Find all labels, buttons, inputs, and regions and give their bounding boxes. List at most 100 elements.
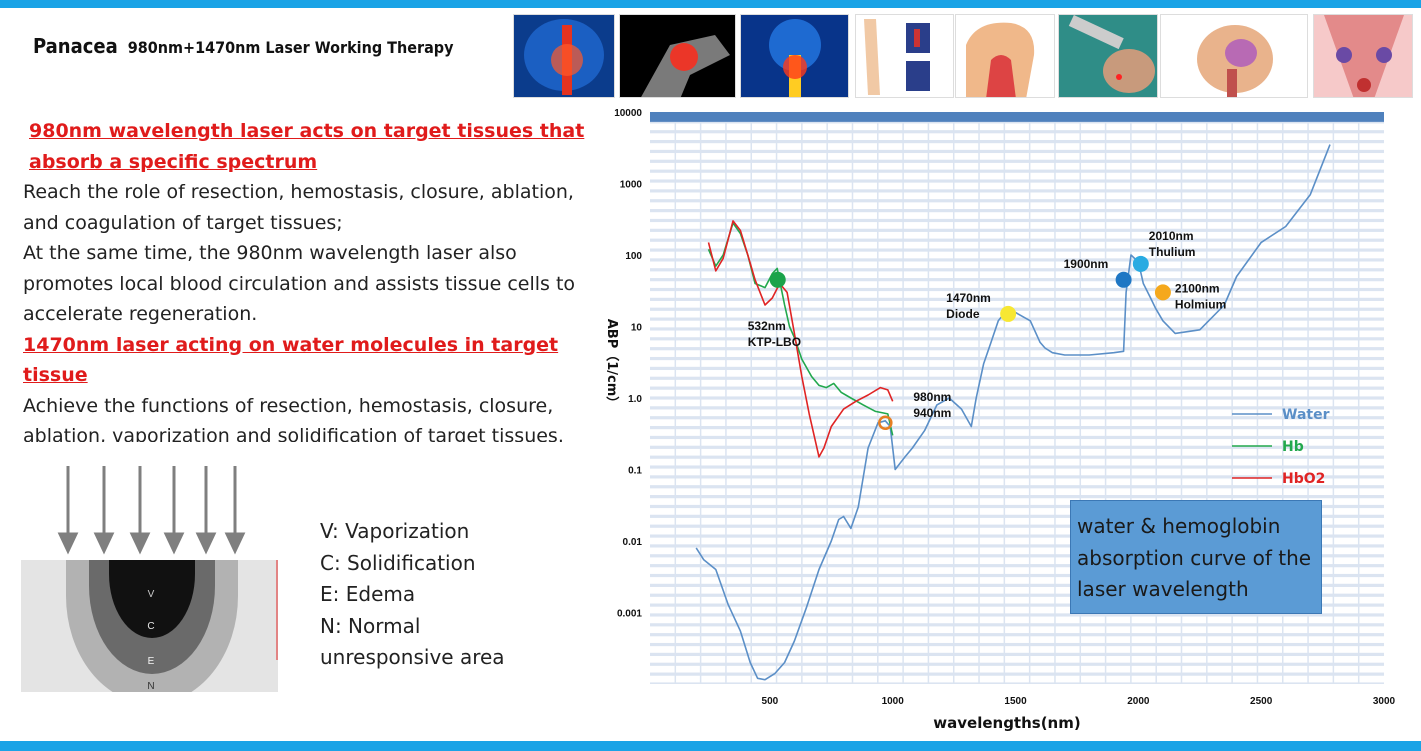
grid-band: [650, 626, 1384, 634]
grid-band: [650, 281, 1384, 288]
grid-band: [650, 153, 1384, 160]
annotation-label: 2010nm: [1149, 229, 1194, 243]
hemorrhoid-diagram-image: [1313, 14, 1413, 98]
y-tick-label: 100: [625, 251, 642, 262]
grid-band: [650, 389, 1384, 397]
grid-band: [650, 360, 1384, 367]
annotation-marker: [1132, 255, 1149, 272]
y-tick-label: 0.1: [628, 466, 642, 477]
top-accent-bar: [0, 0, 1421, 8]
paragraph-980nm-circulation: At the same time, the 980nm wavelength l…: [23, 242, 576, 325]
grid-band: [650, 202, 1384, 210]
grid-band: [650, 567, 1384, 574]
series-line-water: [695, 144, 1331, 681]
grid-band: [650, 517, 1384, 525]
brand-name: Panacea: [33, 34, 118, 58]
grid-band: [650, 350, 1384, 357]
head-anatomy-image: [955, 14, 1055, 98]
grid-band: [650, 241, 1384, 249]
x-tick-label: 2500: [1250, 696, 1273, 707]
page-title: Panacea 980nm+1470nm Laser Working Therap…: [33, 34, 453, 58]
annotation-marker: [769, 271, 786, 288]
spine-pain-image: [513, 14, 615, 98]
grid-band: [650, 665, 1384, 673]
x-tick-label: 1000: [882, 696, 905, 707]
legend-label-hbo2: HbO2: [1282, 471, 1325, 487]
series-line-hbo2: [707, 220, 894, 458]
absorption-chart: 10000 1000 100 10 1.0 0.1 0.01 0.001 500 1000 1500…: [604, 108, 1396, 732]
top-band: [650, 112, 1384, 122]
page-subtitle: 980nm+1470nm Laser Working Therapy: [127, 38, 454, 57]
facial-treatment-image: [1058, 14, 1158, 98]
grid-band: [650, 557, 1384, 565]
series-line-hb: [707, 222, 894, 436]
grid-band: [650, 537, 1384, 545]
zone-label-n: N: [147, 681, 154, 692]
zone-legend-e: E: Edema: [320, 582, 416, 606]
heading-980nm: 980nm wavelength laser acts on target ti…: [29, 120, 585, 173]
grid-band: [650, 409, 1384, 417]
zone-legend-c: C: Solidification: [320, 550, 476, 575]
zone-label-e: E: [148, 656, 155, 667]
annotation-label: 940nm: [913, 406, 951, 420]
grid-band: [650, 656, 1384, 663]
chart-callout-box: water & hemoglobin absorption curve of t…: [1070, 500, 1322, 614]
annotation-label: Holmium: [1175, 297, 1226, 311]
grid-band: [650, 123, 1384, 131]
y-tick-label: 10: [631, 323, 643, 334]
annotation-label: 2100nm: [1175, 281, 1220, 295]
grid-band: [650, 370, 1384, 377]
annotation-label: KTP-LBO: [748, 335, 801, 349]
grid-band: [650, 606, 1384, 614]
grid-band: [650, 399, 1384, 407]
description-text: 980nm wavelength laser acts on target ti…: [23, 116, 603, 442]
grid-band: [650, 271, 1384, 279]
x-tick-label: 2000: [1127, 696, 1150, 707]
annotation-label: Diode: [946, 307, 980, 321]
x-tick-label: 3000: [1373, 696, 1396, 707]
vaporization-zone: [109, 560, 195, 638]
grid-band: [650, 330, 1384, 338]
grid-band: [650, 192, 1384, 200]
legend-label-water: Water: [1282, 407, 1330, 423]
grid-band: [650, 162, 1384, 170]
grid-band: [650, 143, 1384, 150]
grid-band: [650, 231, 1384, 239]
grid-band: [650, 340, 1384, 348]
grid-band: [650, 419, 1384, 426]
x-axis-label: wavelengths(nm): [933, 714, 1080, 732]
grid-band: [650, 547, 1384, 555]
grid-band: [650, 478, 1384, 486]
grid-band: [650, 212, 1384, 219]
y-tick-label: 1000: [620, 180, 643, 191]
y-tick-label: 0.001: [617, 609, 642, 620]
paragraph-1470nm: Achieve the functions of resection, hemo…: [23, 394, 564, 443]
zone-legend: V: Vaporization C: Solidification E: Ede…: [320, 516, 520, 674]
zone-label-c: C: [147, 621, 154, 632]
legend-label-hb: Hb: [1282, 439, 1304, 455]
laser-arrows: [57, 466, 246, 555]
grid-band: [650, 429, 1384, 436]
y-tick-label: 1.0: [628, 394, 642, 405]
ankle-pain-image: [619, 14, 736, 98]
grid-band: [650, 182, 1384, 190]
annotation-marker-ring: [878, 415, 893, 431]
grid-band: [650, 636, 1384, 643]
y-tick-label: 0.01: [623, 537, 643, 548]
grid-band: [650, 291, 1384, 298]
grid-band: [650, 320, 1384, 328]
annotation-label: 1470nm: [946, 291, 991, 305]
grid-band: [650, 468, 1384, 476]
grid-band: [650, 300, 1384, 308]
tissue-zone-diagram: V C E N: [21, 466, 278, 692]
grid-band: [650, 488, 1384, 496]
grid-band: [650, 616, 1384, 624]
varicose-vein-image: [855, 14, 954, 98]
grid-band: [650, 133, 1384, 140]
zone-legend-v: V: Vaporization: [320, 519, 470, 543]
paragraph-980nm-role: Reach the role of resection, hemostasis,…: [23, 181, 574, 234]
annotation-marker: [1154, 284, 1171, 301]
annotation-marker: [1000, 305, 1017, 322]
grid-band: [650, 675, 1384, 683]
x-tick-label: 500: [762, 696, 779, 707]
